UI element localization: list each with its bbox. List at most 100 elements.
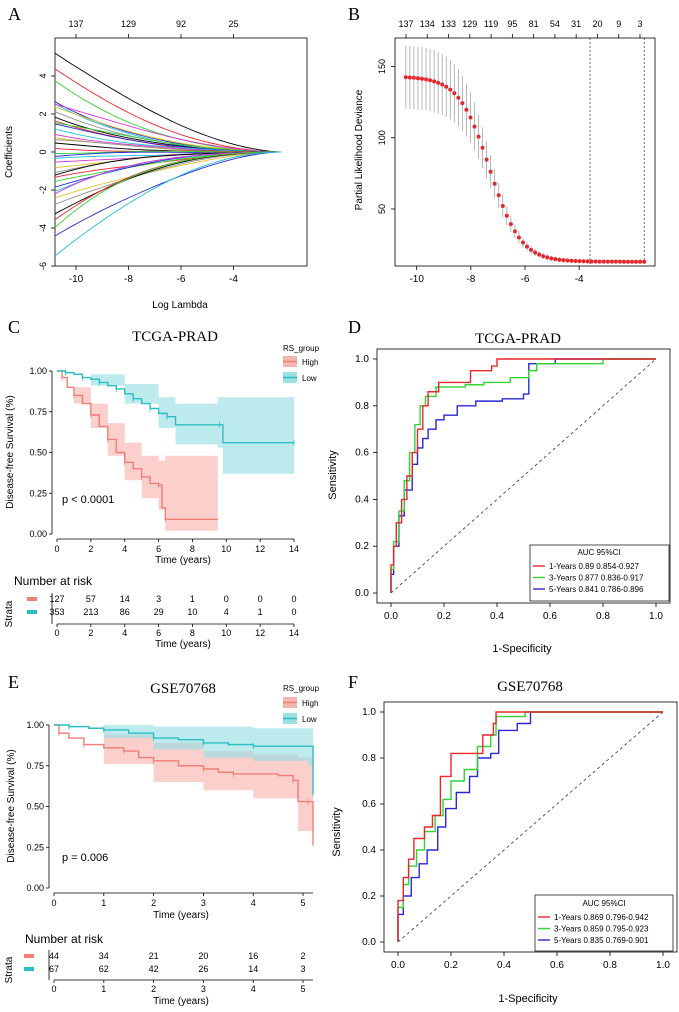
x-tick-label: -8 [466, 274, 475, 285]
x-tick-label: -4 [575, 274, 584, 285]
deviance-point [520, 240, 525, 245]
risk-x-tick-label: 4 [122, 628, 127, 638]
deviance-point [444, 84, 449, 89]
y-tick-label: 1.00 [29, 366, 47, 376]
deviance-point [484, 157, 489, 162]
deviance-point [512, 229, 517, 234]
y-tick-label: 4 [38, 73, 48, 78]
y-tick-label: 0.8 [355, 401, 369, 412]
risk-table-title-e: Number at risk [25, 932, 104, 946]
risk-strata-swatch-high [24, 954, 34, 958]
y-axis-label-a: Coefficients [4, 126, 15, 178]
risk-table-title-c: Number at risk [14, 574, 93, 588]
y-tick-label: 50 [377, 204, 387, 214]
y-tick-label: 0 [38, 149, 48, 154]
x-tick-label: 1.0 [649, 611, 663, 622]
legend-label: 5-Years 0.835 0.769-0.901 [554, 936, 649, 945]
km-plot-c [57, 369, 295, 531]
x-tick-label: 0 [51, 898, 56, 908]
x-tick-label: 10 [221, 544, 231, 554]
risk-count: 0 [224, 594, 229, 604]
x-tick-label: 0.2 [444, 960, 458, 971]
risk-count: 16 [248, 951, 258, 961]
legend-label: 5-Years 0.841 0.786-0.896 [549, 585, 644, 594]
x-tick-label: 0.4 [497, 960, 511, 971]
x-tick-label: 14 [289, 544, 299, 554]
deviance-point [573, 259, 578, 264]
x-tick-label: -6 [177, 274, 186, 285]
risk-count: 29 [154, 607, 164, 617]
x-tick-label: 2 [151, 898, 156, 908]
top-tick-label: 133 [441, 19, 456, 29]
deviance-point [581, 259, 586, 264]
risk-count: 21 [149, 951, 159, 961]
deviance-point [577, 259, 582, 264]
y-tick-label: 1.00 [26, 720, 44, 730]
panel-c: C TCGA-PRAD 0 2 4 6 8 10 12 140.000.250.500.751… [4, 317, 320, 650]
risk-count: 2 [301, 951, 306, 961]
risk-x-label-c: Time (years) [155, 639, 211, 650]
legend-c: High Low [283, 356, 318, 383]
deviance-point [492, 181, 497, 186]
roc-curve [397, 711, 663, 942]
deviance-point [561, 258, 566, 263]
deviance-point [476, 134, 481, 139]
y-tick-label: 0.75 [29, 407, 47, 417]
deviance-point [448, 87, 453, 92]
deviance-point [525, 244, 530, 249]
y-tick-label: -6 [38, 262, 48, 270]
axis-ticks-e: 0 1 2 3 4 5 0.00 0.25 0.50 0.75 1.00 [26, 720, 313, 908]
y-tick-label: 0.75 [26, 761, 44, 771]
risk-x-tick-label: 4 [251, 984, 256, 994]
coefficient-path [54, 151, 281, 205]
deviance-point [569, 258, 574, 263]
roc-curve [390, 358, 656, 593]
x-axis-label-e: Time (years) [153, 910, 209, 921]
risk-x-tick-label: 1 [101, 984, 106, 994]
legend-title-d: AUC 95%CI [577, 548, 620, 557]
x-tick-label: 4 [251, 898, 256, 908]
deviance-point [545, 255, 550, 260]
deviance-point [508, 222, 513, 227]
deviance-point [419, 76, 424, 81]
risk-x-tick-label: 12 [255, 628, 265, 638]
deviance-point [428, 78, 433, 83]
x-tick-label: 0.0 [384, 611, 398, 622]
panel-e: E GSE70768 0 1 2 3 4 50.000.250.500.751.00 Ti… [4, 672, 320, 1007]
y-tick-label: 100 [377, 130, 387, 145]
y-tick-label: 0.4 [362, 845, 376, 856]
axis-ticks-c: 0 2 4 6 8 10 12 14 0.00 0.25 0.50 0.75 1.00 [29, 366, 299, 554]
risk-x-tick-label: 0 [54, 628, 59, 638]
risk-table-e: 44 34 21 20 16 267 62 42 26 14 30 1 2 3 4 5 [24, 950, 313, 994]
panel-label-a: A [8, 4, 21, 24]
deviance-point [432, 79, 437, 84]
y-axis-label-e: Disease-free Survival (%) [6, 749, 17, 862]
legend-e: High Low [283, 697, 318, 724]
risk-x-tick-label: 5 [301, 984, 306, 994]
risk-strata-swatch-low [24, 967, 34, 971]
deviance-point [593, 259, 598, 264]
deviance-point [468, 115, 473, 120]
deviance-point [452, 91, 457, 96]
deviance-point [440, 82, 445, 87]
deviance-point [456, 95, 461, 100]
x-tick-label: -4 [229, 274, 238, 285]
cv-deviance-points [403, 38, 647, 266]
risk-count: 0 [291, 594, 296, 604]
panel-label-b: B [348, 4, 360, 24]
roc-curve [397, 711, 663, 942]
top-tick-label: 92 [176, 19, 186, 29]
p-value-e: p = 0.006 [62, 852, 108, 864]
x-tick-label: 0.0 [391, 960, 405, 971]
panel-f: F GSE70768 0.0 0.2 0.4 0.6 0.8 1.00.00.20.40.… [331, 672, 678, 1005]
x-tick-label: 3 [201, 898, 206, 908]
top-tick-label: 137 [68, 19, 83, 29]
x-axis-label-a: Log Lambda [152, 300, 208, 311]
legend-label-low: Low [302, 374, 317, 383]
deviance-point [589, 259, 594, 264]
deviance-point [488, 169, 493, 174]
y-axis-label-d: Sensitivity [327, 450, 339, 500]
x-tick-label: 0 [54, 544, 59, 554]
deviance-point [472, 124, 477, 129]
